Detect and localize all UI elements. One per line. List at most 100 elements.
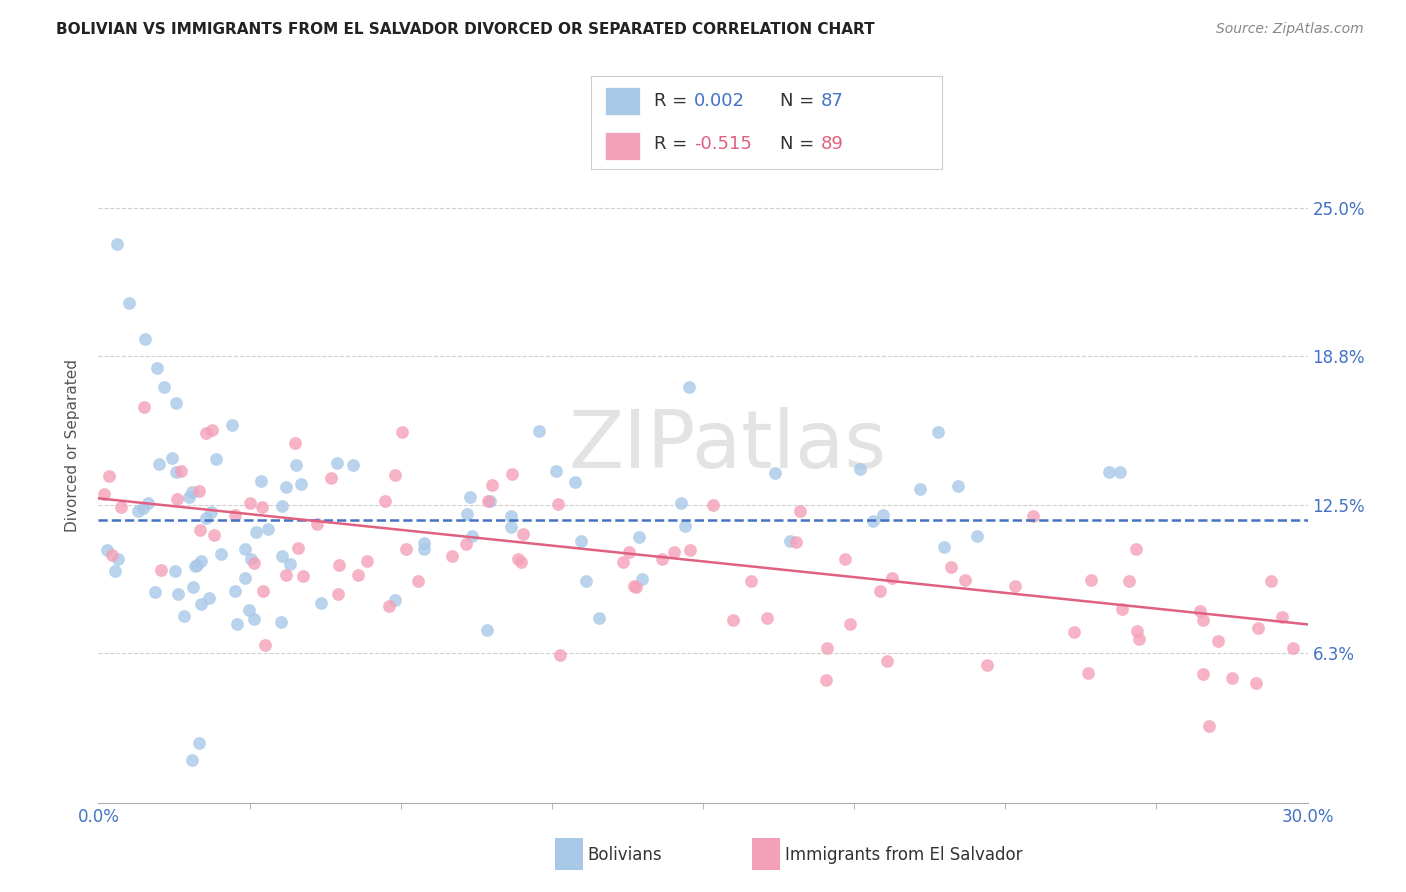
Point [105, 236, 128, 251]
Point [1220, 671, 1243, 685]
Point [1246, 676, 1268, 690]
Point [118, 296, 141, 310]
Point [166, 587, 188, 601]
Point [953, 574, 976, 588]
Point [374, 493, 396, 508]
Point [1125, 541, 1147, 556]
Point [97, 468, 120, 483]
Point [347, 567, 370, 582]
Point [481, 478, 503, 492]
FancyBboxPatch shape [605, 87, 640, 115]
Point [395, 542, 418, 557]
Point [740, 574, 762, 589]
Point [134, 400, 156, 414]
Point [166, 491, 188, 506]
Point [413, 535, 436, 549]
Point [872, 508, 894, 523]
Point [200, 505, 222, 519]
Point [278, 558, 301, 572]
Point [839, 617, 862, 632]
Point [284, 435, 307, 450]
Point [254, 638, 277, 652]
Point [1191, 613, 1213, 627]
Point [527, 424, 550, 438]
Point [1192, 666, 1215, 681]
Point [209, 548, 232, 562]
Point [243, 612, 266, 626]
Point [785, 534, 807, 549]
Point [163, 564, 186, 578]
Point [104, 564, 127, 578]
Text: R =: R = [654, 92, 693, 110]
Point [588, 611, 610, 625]
Point [194, 510, 217, 524]
Point [290, 476, 312, 491]
Text: N =: N = [780, 136, 820, 153]
Point [195, 425, 218, 440]
Point [186, 558, 208, 572]
Point [477, 494, 499, 508]
Point [132, 500, 155, 515]
Point [631, 572, 654, 586]
Point [1282, 640, 1305, 655]
Point [252, 584, 274, 599]
Point [1098, 465, 1121, 479]
Point [544, 464, 567, 478]
Point [107, 552, 129, 566]
Point [454, 537, 477, 551]
Point [180, 753, 202, 767]
Text: BOLIVIAN VS IMMIGRANTS FROM EL SALVADOR DIVORCED OR SEPARATED CORRELATION CHART: BOLIVIAN VS IMMIGRANTS FROM EL SALVADOR … [56, 22, 875, 37]
Point [1077, 666, 1099, 681]
Point [461, 528, 484, 542]
Text: Source: ZipAtlas.com: Source: ZipAtlas.com [1216, 22, 1364, 37]
Point [849, 462, 872, 476]
Point [475, 623, 498, 637]
Point [789, 504, 811, 518]
Point [862, 514, 884, 528]
Point [328, 558, 350, 573]
Text: ZIPatlas: ZIPatlas [568, 407, 886, 485]
Point [110, 500, 132, 515]
Point [569, 534, 592, 549]
Point [755, 611, 778, 625]
Point [834, 551, 856, 566]
Point [145, 585, 167, 599]
Point [250, 474, 273, 488]
Point [134, 332, 156, 346]
Point [1271, 610, 1294, 624]
Point [501, 467, 523, 482]
Point [284, 458, 307, 473]
Point [612, 555, 634, 569]
Point [1118, 574, 1140, 589]
Point [326, 456, 349, 470]
Point [148, 457, 170, 471]
Text: N =: N = [780, 92, 820, 110]
Point [291, 569, 314, 583]
Point [221, 417, 243, 432]
Point [946, 478, 969, 492]
Point [1189, 604, 1212, 618]
Point [763, 466, 786, 480]
Point [548, 648, 571, 662]
Point [243, 556, 266, 570]
Text: 0.002: 0.002 [695, 92, 745, 110]
Text: Bolivians: Bolivians [588, 846, 662, 863]
Point [1247, 621, 1270, 635]
Point [628, 530, 651, 544]
Point [342, 458, 364, 472]
Point [305, 516, 328, 531]
Point [146, 360, 169, 375]
Point [321, 471, 343, 485]
Point [136, 496, 159, 510]
Point [575, 574, 598, 588]
Point [508, 551, 530, 566]
Point [815, 641, 838, 656]
FancyBboxPatch shape [605, 132, 640, 160]
Point [626, 580, 648, 594]
Point [202, 527, 225, 541]
Point [1206, 634, 1229, 648]
Point [378, 599, 401, 614]
Point [165, 465, 187, 479]
Point [564, 475, 586, 490]
Point [1004, 579, 1026, 593]
